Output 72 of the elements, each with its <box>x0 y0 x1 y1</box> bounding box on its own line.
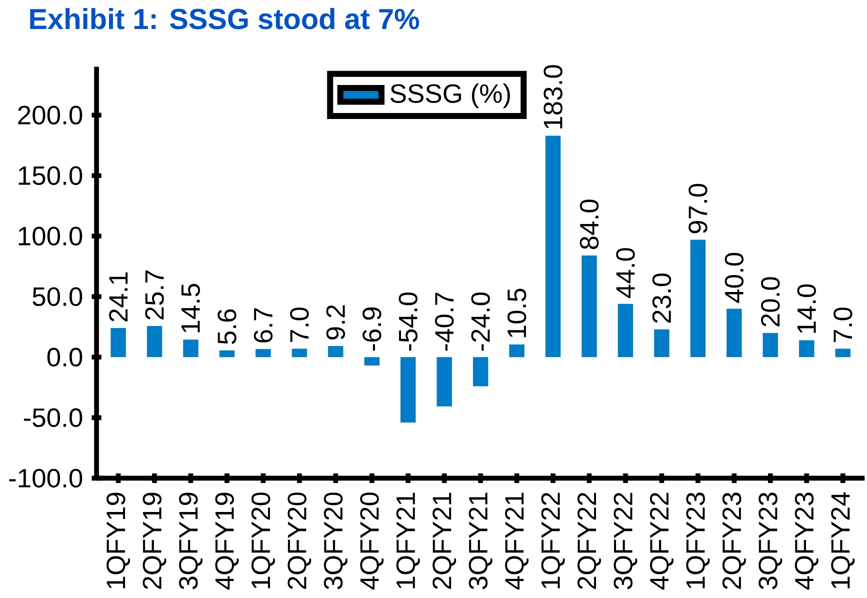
data-label: 7.0 <box>290 307 309 342</box>
data-label: 24.1 <box>109 272 128 322</box>
x-tick-label: 4QFY20 <box>360 492 384 590</box>
x-tick-label: 3QFY20 <box>324 492 348 590</box>
bar <box>436 357 452 406</box>
x-tick-label: 1QFY23 <box>686 492 710 588</box>
bar <box>799 340 814 358</box>
bar <box>654 329 670 358</box>
bar <box>726 308 742 358</box>
data-label: -40.7 <box>434 292 454 351</box>
x-tick-label: 1QFY20 <box>251 492 275 588</box>
data-label: 9.2 <box>326 305 346 340</box>
bar <box>509 344 524 358</box>
x-tick-label: 1QFY22 <box>541 492 565 588</box>
x-tick-label: 1QFY24 <box>831 492 855 588</box>
x-tick-label: 1QFY19 <box>106 492 130 588</box>
bar <box>618 304 634 358</box>
bar <box>690 240 706 358</box>
bar <box>146 326 162 358</box>
data-label: 183.0 <box>544 64 562 128</box>
x-tick-label: 2QFY22 <box>578 492 601 589</box>
data-label: -54.0 <box>398 292 418 351</box>
x-tick-label: 1QFY21 <box>396 492 420 588</box>
x-tick-label: 4QFY21 <box>505 492 529 590</box>
x-tick-label: 3QFY19 <box>179 492 202 590</box>
data-label: 6.7 <box>254 308 273 342</box>
data-label: 23.0 <box>652 273 672 323</box>
data-label: 84.0 <box>580 200 599 249</box>
x-tick-label: 3QFY21 <box>468 492 492 590</box>
data-label: 40.0 <box>724 252 744 303</box>
y-tick-label: 50.0 <box>32 287 82 306</box>
y-tick-label: -50.0 <box>24 408 82 427</box>
bar <box>472 357 488 386</box>
x-tick-label: 4QFY23 <box>794 492 818 590</box>
bar <box>364 357 380 366</box>
x-tick-label: 2QFY19 <box>142 492 166 589</box>
legend-label: SSSG (%) <box>390 83 510 108</box>
data-label: -24.0 <box>471 292 490 351</box>
y-tick-label: 200.0 <box>18 106 82 124</box>
bar <box>762 332 778 358</box>
data-label: -6.9 <box>362 307 382 351</box>
bar <box>219 350 235 358</box>
data-label: 44.0 <box>616 248 635 298</box>
data-label: 14.0 <box>797 284 816 333</box>
data-label: 20.0 <box>761 276 780 326</box>
x-tick-label: 2QFY20 <box>288 492 312 589</box>
data-label: 7.0 <box>834 307 852 342</box>
bar <box>328 346 344 358</box>
bar <box>545 136 561 358</box>
y-tick-label: 150.0 <box>18 166 82 185</box>
x-tick-label: 2QFY21 <box>432 492 456 589</box>
bar <box>292 348 308 358</box>
bar <box>256 348 271 358</box>
y-tick-label: 0.0 <box>47 348 82 366</box>
bar <box>582 255 597 358</box>
data-label: 10.5 <box>507 288 526 338</box>
x-tick-label: 4QFY19 <box>215 492 239 590</box>
x-tick-label: 2QFY23 <box>722 492 746 589</box>
y-tick-label: 100.0 <box>18 226 82 246</box>
bar <box>110 328 126 358</box>
bar <box>183 339 198 358</box>
data-label: 25.7 <box>145 270 164 320</box>
y-tick-label: -100.0 <box>9 468 82 488</box>
bar <box>835 348 850 358</box>
data-label: 97.0 <box>688 184 708 234</box>
x-tick-label: 3QFY23 <box>758 492 782 590</box>
x-tick-label: 4QFY22 <box>650 492 674 590</box>
data-label: 5.6 <box>218 309 236 344</box>
x-tick-label: 3QFY22 <box>614 492 638 590</box>
bar <box>400 357 416 422</box>
data-label: 14.5 <box>182 284 200 332</box>
chart-title: Exhibit 1: SSSG stood at 7% <box>30 8 420 30</box>
